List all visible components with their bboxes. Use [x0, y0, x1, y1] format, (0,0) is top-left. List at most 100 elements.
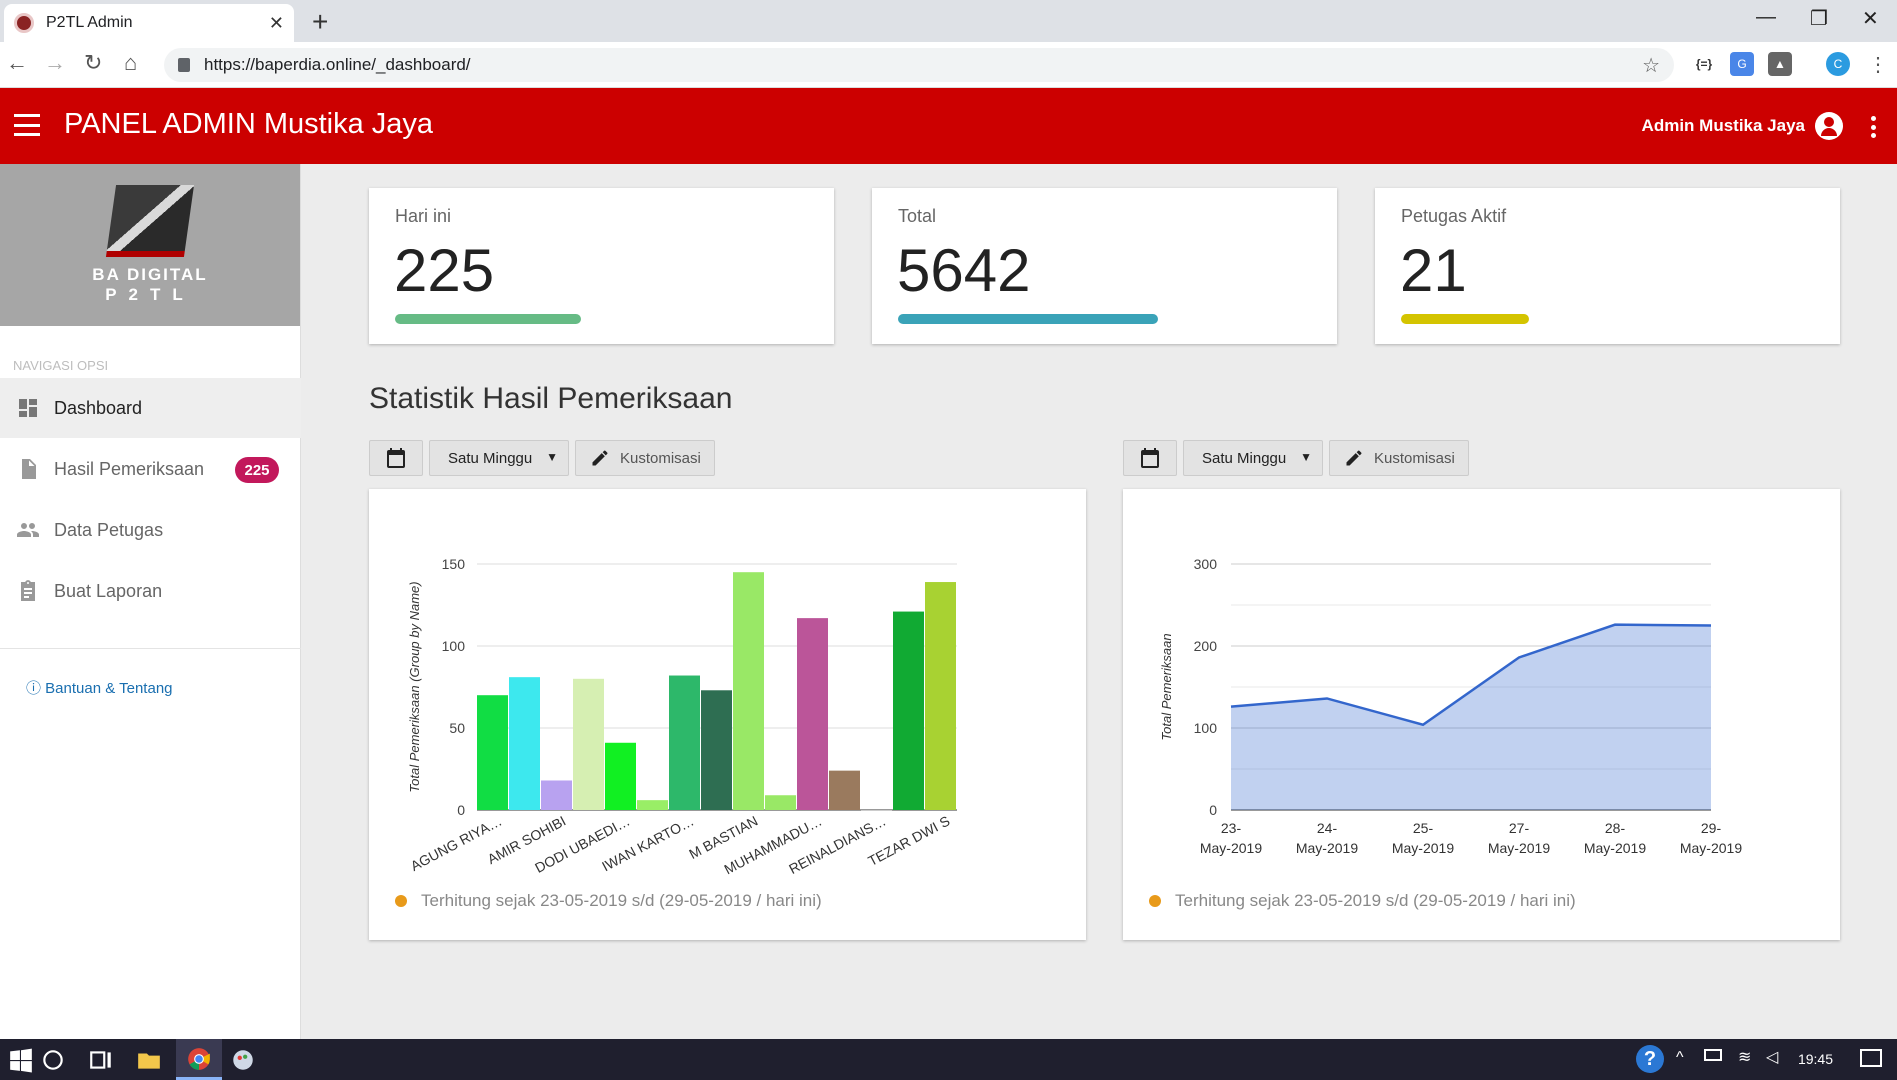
sidebar: BA DIGITAL P2TL NAVIGASI OPSI Dashboard … [0, 164, 301, 1039]
section-title: Statistik Hasil Pemeriksaan [369, 382, 733, 415]
x-tick-label: May-2019 [1296, 840, 1358, 856]
x-tick-label: May-2019 [1680, 840, 1742, 856]
sidebar-item-label: Data Petugas [54, 519, 164, 540]
tray-overflow-icon[interactable]: ^ [1676, 1049, 1684, 1066]
range-select[interactable]: Satu Minggu ▼ [1183, 440, 1323, 476]
calendar-icon [1141, 448, 1159, 468]
bar [669, 675, 700, 810]
y-tick-label: 0 [1209, 802, 1217, 818]
chart-footnote: Terhitung sejak 23-05-2019 s/d (29-05-20… [395, 891, 822, 911]
customize-label: Kustomisasi [1374, 449, 1455, 467]
file-explorer-icon[interactable] [136, 1047, 162, 1073]
menu-icon[interactable] [14, 114, 40, 136]
tab-title: P2TL Admin [46, 14, 133, 31]
people-icon [17, 523, 39, 537]
calendar-button[interactable] [369, 440, 423, 476]
search-icon[interactable] [40, 1047, 66, 1073]
extension-translate-icon[interactable]: G [1730, 52, 1754, 76]
address-bar: ← → ↻ ⌂ https://baperdia.online/_dashboa… [0, 42, 1897, 88]
sidebar-item-dashboard[interactable]: Dashboard [0, 378, 301, 438]
taskbar: ? ^ ≋ ◁ 19:45 [0, 1039, 1897, 1080]
nav-heading: NAVIGASI OPSI [13, 358, 109, 373]
chrome-taskbar-button[interactable] [176, 1039, 222, 1080]
bar [861, 810, 892, 811]
range-select[interactable]: Satu Minggu ▼ [429, 440, 569, 476]
logo: BA DIGITAL P2TL [0, 164, 300, 326]
browser-menu-icon[interactable]: ⋮ [1868, 53, 1888, 76]
chart-footnote: Terhitung sejak 23-05-2019 s/d (29-05-20… [1149, 891, 1576, 911]
footnote-text: Terhitung sejak 23-05-2019 s/d (29-05-20… [421, 891, 822, 910]
customize-label: Kustomisasi [620, 449, 701, 467]
tab-close-icon[interactable]: ✕ [268, 12, 284, 33]
series-line [1230, 623, 1712, 727]
bar-chart-card: 0 50 100 150 Total Pemeriksaan (Group by Nam… [369, 489, 1086, 940]
sidebar-item-label: Hasil Pemeriksaan [54, 458, 205, 479]
stat-value: 21 [1400, 237, 1467, 304]
clock[interactable]: 19:45 [1797, 1051, 1833, 1067]
new-tab-icon[interactable]: + [312, 6, 329, 37]
footnote-text: Terhitung sejak 23-05-2019 s/d (29-05-20… [1175, 891, 1576, 910]
extension-image-icon[interactable]: ▲ [1768, 52, 1792, 76]
customize-button[interactable]: Kustomisasi [1329, 440, 1469, 476]
stat-progress-bar [898, 314, 1158, 324]
bar [701, 690, 732, 810]
range-select-value: Satu Minggu [1202, 449, 1287, 467]
home-icon[interactable]: ⌂ [124, 50, 138, 75]
stat-card-hari-ini: Hari ini 225 [369, 188, 834, 344]
x-tick-label: May-2019 [1584, 840, 1646, 856]
sidebar-item-label: Buat Laporan [54, 580, 163, 601]
battery-icon[interactable] [1704, 1049, 1722, 1061]
volume-icon[interactable]: ◁ [1766, 1049, 1779, 1066]
back-icon[interactable]: ← [6, 50, 28, 75]
stat-card-petugas-aktif: Petugas Aktif 21 [1375, 188, 1840, 344]
windows-start-icon[interactable] [8, 1047, 34, 1073]
x-tick-label: May-2019 [1200, 840, 1262, 856]
stat-label: Hari ini [395, 206, 452, 226]
browser-tab[interactable]: P2TL Admin ✕ [4, 4, 294, 42]
account-icon[interactable] [1815, 112, 1843, 140]
info-icon: ⓘ [26, 680, 46, 697]
sidebar-item-hasil-pemeriksaan[interactable]: Hasil Pemeriksaan 225 [0, 439, 301, 499]
logo-text: BA DIGITAL [92, 265, 208, 284]
y-tick-label: 0 [457, 802, 465, 818]
restore-icon[interactable]: ❐ [1810, 8, 1828, 30]
calendar-button[interactable] [1123, 440, 1177, 476]
bar-chart: 0 50 100 150 Total Pemeriksaan (Group by Nam… [407, 556, 957, 877]
stat-value: 5642 [897, 237, 1031, 304]
dropdown-caret-icon: ▼ [1300, 450, 1312, 464]
sidebar-item-data-petugas[interactable]: Data Petugas [0, 500, 301, 560]
forward-icon[interactable]: → [44, 50, 66, 75]
url-field[interactable]: https://baperdia.online/_dashboard/ ☆ [164, 48, 1674, 82]
document-icon [22, 459, 36, 479]
favicon-icon [14, 13, 34, 33]
profile-icon[interactable]: C [1826, 52, 1850, 76]
sidebar-item-buat-laporan[interactable]: Buat Laporan [0, 561, 301, 621]
extension-json-icon[interactable]: {=} [1692, 52, 1716, 76]
wifi-icon[interactable]: ≋ [1738, 1049, 1752, 1066]
clipboard-icon [21, 580, 35, 601]
help-link-label: Bantuan & Tentang [45, 680, 173, 697]
window-close-icon[interactable]: ✕ [1862, 8, 1879, 30]
notifications-icon[interactable] [1860, 1049, 1882, 1067]
task-view-icon[interactable] [88, 1047, 114, 1073]
user-name[interactable]: Admin Mustika Jaya [1641, 116, 1805, 135]
reload-icon[interactable]: ↻ [84, 50, 103, 75]
more-options-icon[interactable] [1871, 116, 1877, 138]
customize-button[interactable]: Kustomisasi [575, 440, 715, 476]
logo-mark-icon [105, 185, 195, 257]
x-tick-label: 28- [1605, 820, 1626, 836]
bookmark-star-icon[interactable]: ☆ [1642, 54, 1660, 77]
y-tick-label: 100 [442, 638, 466, 654]
minimize-icon[interactable]: — [1756, 6, 1776, 28]
x-tick-label: 23- [1221, 820, 1242, 836]
bar [541, 780, 572, 810]
help-tray-icon[interactable]: ? [1636, 1045, 1664, 1073]
legend-dot-icon [1149, 895, 1161, 907]
dashboard-icon [19, 399, 37, 417]
pencil-icon [1346, 450, 1362, 466]
help-link[interactable]: ⓘ Bantuan & Tentang [26, 677, 173, 698]
x-tick-label: May-2019 [1488, 840, 1550, 856]
paint-icon[interactable] [230, 1047, 256, 1073]
dropdown-caret-icon: ▼ [546, 450, 558, 464]
x-tick-label: 25- [1413, 820, 1434, 836]
